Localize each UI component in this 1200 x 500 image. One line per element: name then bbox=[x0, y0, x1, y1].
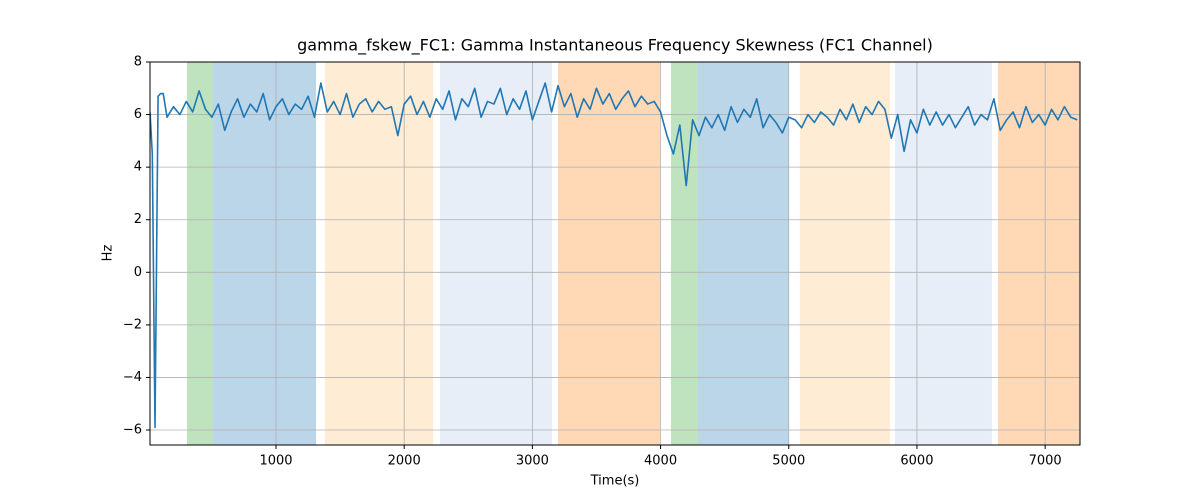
x-tick-label: 5000 bbox=[772, 454, 805, 469]
y-tick-label: −4 bbox=[123, 370, 142, 385]
y-tick-label: 8 bbox=[134, 55, 142, 70]
x-tick-label: 1000 bbox=[259, 454, 292, 469]
y-tick-label: −6 bbox=[123, 423, 142, 438]
y-tick-label: 4 bbox=[134, 160, 142, 175]
spans bbox=[187, 62, 1080, 445]
y-tick-label: 2 bbox=[134, 212, 142, 227]
x-tick-label: 4000 bbox=[644, 454, 677, 469]
span bbox=[439, 62, 552, 445]
x-tick-label: 6000 bbox=[900, 454, 933, 469]
y-tick-label: 0 bbox=[134, 265, 142, 280]
x-tick-label: 7000 bbox=[1029, 454, 1062, 469]
span bbox=[324, 62, 434, 445]
x-axis-label: Time(s) bbox=[590, 474, 640, 489]
y-tick-label: −2 bbox=[123, 317, 142, 332]
span bbox=[997, 62, 1080, 445]
series-line bbox=[150, 82, 1078, 429]
span bbox=[799, 62, 890, 445]
span bbox=[698, 62, 789, 445]
y-axis-label: Hz bbox=[101, 245, 116, 262]
x-tick-label: 3000 bbox=[516, 454, 549, 469]
span bbox=[894, 62, 992, 445]
chart-title: gamma_fskew_FC1: Gamma Instantaneous Fre… bbox=[297, 36, 933, 56]
plot bbox=[150, 82, 1078, 429]
span bbox=[670, 62, 699, 445]
plot-frame bbox=[149, 61, 1081, 446]
ticks: 1000 2000 3000 4000 5000 6000 7000 −6 −4 −2 0 2 4 6 8 bbox=[123, 55, 1062, 469]
x-tick-label: 2000 bbox=[388, 454, 421, 469]
span bbox=[212, 62, 317, 445]
y-tick-label: 6 bbox=[134, 107, 142, 122]
span bbox=[558, 62, 660, 445]
span bbox=[187, 62, 213, 445]
